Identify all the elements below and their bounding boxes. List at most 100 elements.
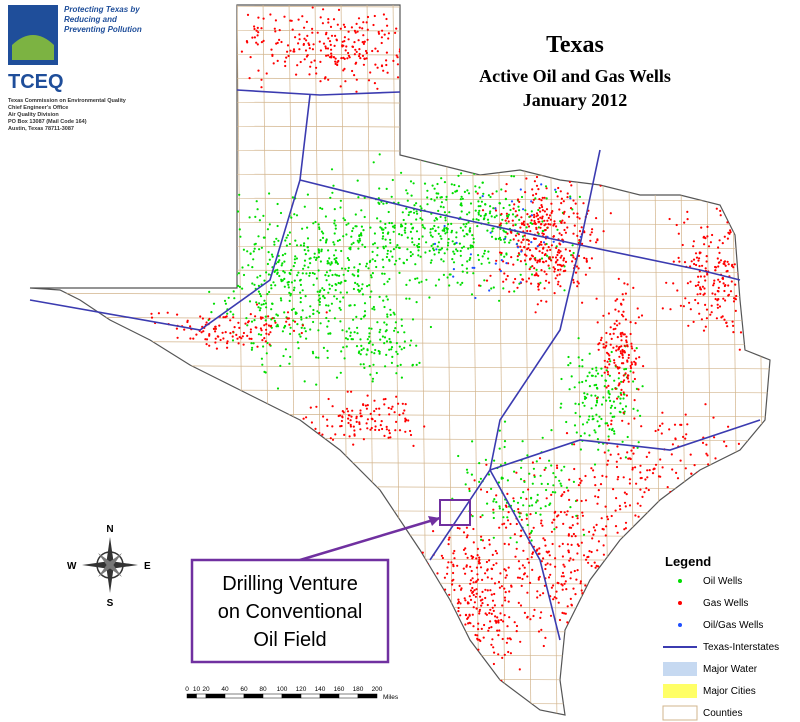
well-dot	[512, 175, 516, 178]
well-dot	[705, 255, 708, 258]
well-dot	[513, 533, 517, 536]
well-dot	[722, 297, 725, 300]
well-dot	[319, 322, 322, 325]
well-dot	[440, 554, 443, 557]
well-dot	[433, 224, 436, 228]
legend-symbol	[678, 579, 682, 583]
well-dot	[623, 282, 626, 285]
well-dot	[395, 350, 398, 353]
well-dot	[506, 625, 509, 628]
well-dot	[562, 575, 565, 578]
well-dot	[559, 256, 562, 259]
well-dot	[313, 252, 316, 255]
well-dot	[268, 223, 271, 226]
well-dot	[531, 482, 534, 485]
well-dot	[388, 337, 391, 341]
well-dot	[396, 76, 400, 79]
well-dot	[353, 53, 356, 56]
well-dot	[567, 364, 570, 367]
well-dot	[605, 386, 608, 389]
well-dot	[472, 237, 475, 240]
well-dot	[419, 217, 422, 220]
well-dot	[565, 513, 568, 516]
well-dot	[486, 218, 490, 221]
title: Texas	[546, 32, 604, 58]
well-dot	[605, 399, 608, 402]
well-dot	[577, 403, 581, 406]
well-dot	[461, 264, 464, 267]
well-dot	[554, 476, 557, 479]
well-dot	[395, 259, 398, 262]
well-dot	[324, 274, 327, 277]
well-dot	[268, 192, 271, 195]
well-dot	[550, 211, 553, 214]
well-dot	[618, 372, 621, 375]
scale-label: 180	[353, 686, 364, 693]
well-dot	[446, 276, 449, 279]
compass: N S E W	[67, 524, 151, 609]
well-dot	[538, 457, 542, 460]
well-dot	[433, 253, 436, 256]
well-dot	[504, 231, 508, 234]
well-dot	[297, 42, 300, 45]
well-dot	[355, 78, 358, 81]
well-dot	[531, 222, 534, 225]
well-dot	[591, 537, 594, 540]
well-dot	[594, 529, 597, 532]
well-dot	[690, 260, 693, 263]
well-dot	[311, 31, 314, 34]
well-dot	[581, 301, 584, 304]
well-dot	[535, 247, 538, 250]
well-dot	[342, 235, 345, 238]
well-dot	[559, 250, 562, 253]
well-dot	[531, 265, 534, 268]
well-dot	[536, 303, 539, 306]
well-dot	[536, 499, 539, 502]
well-dot	[621, 350, 625, 353]
well-dot	[479, 595, 482, 598]
well-dot	[516, 258, 519, 261]
well-dot	[368, 365, 371, 368]
well-dot	[561, 588, 564, 591]
well-dot	[494, 619, 497, 623]
well-dot	[276, 268, 279, 271]
well-dot	[465, 222, 468, 225]
well-dot	[351, 409, 354, 412]
well-dot	[502, 620, 505, 623]
well-dot	[371, 377, 375, 380]
well-dot	[632, 452, 635, 455]
well-dot	[335, 297, 338, 300]
well-dot	[512, 263, 515, 266]
well-dot	[363, 302, 367, 305]
well-dot	[566, 226, 569, 229]
well-dot	[265, 332, 268, 335]
well-dot	[560, 469, 563, 472]
well-dot	[614, 406, 617, 409]
org-line: Chief Engineer's Office	[8, 105, 68, 111]
well-dot	[541, 524, 544, 527]
well-dot	[362, 21, 365, 24]
well-dot	[722, 282, 725, 285]
well-dot	[344, 337, 348, 340]
well-dot	[327, 37, 330, 40]
well-dot	[625, 341, 628, 344]
well-dot	[712, 284, 715, 287]
well-dot	[415, 210, 418, 213]
well-dot	[343, 279, 346, 282]
well-dot	[298, 333, 301, 336]
well-dot	[490, 626, 493, 629]
well-dot	[480, 535, 483, 538]
well-dot	[457, 606, 460, 610]
logo-land	[12, 35, 54, 60]
well-dot	[482, 636, 485, 639]
well-dot	[503, 568, 506, 571]
well-dot	[475, 607, 478, 610]
well-dot	[557, 268, 560, 272]
well-dot	[601, 527, 604, 531]
scale-label: 200	[372, 686, 383, 693]
well-dot	[437, 192, 440, 195]
well-dot	[410, 194, 413, 197]
well-dot	[411, 253, 414, 256]
well-dot	[251, 346, 254, 349]
well-dot	[415, 202, 418, 205]
